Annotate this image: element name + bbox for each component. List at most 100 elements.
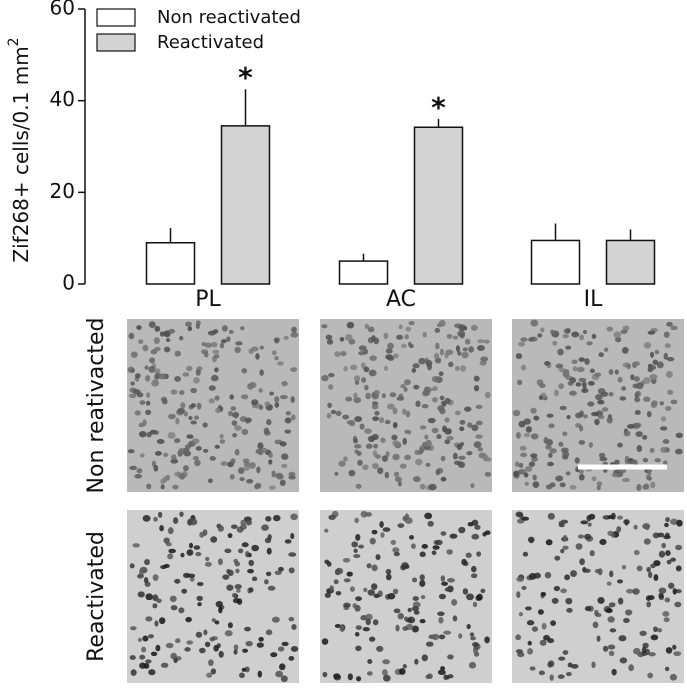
- cell-nucleus: [321, 324, 328, 329]
- cell-nucleus: [183, 572, 191, 579]
- legend-swatch: [96, 33, 136, 52]
- cell-nucleus: [229, 474, 235, 480]
- cell-nucleus: [646, 410, 652, 418]
- cell-nucleus: [452, 615, 458, 622]
- cell-nucleus: [274, 570, 282, 575]
- cell-nucleus: [234, 583, 242, 590]
- cell-nucleus: [183, 411, 188, 417]
- cell-nucleus: [665, 647, 673, 654]
- cell-nucleus: [564, 574, 571, 581]
- cell-nucleus: [432, 397, 438, 403]
- cell-nucleus: [606, 416, 613, 424]
- cell-nucleus: [324, 592, 331, 598]
- cell-nucleus: [454, 365, 460, 371]
- cell-nucleus: [565, 597, 573, 605]
- cell-nucleus: [373, 443, 379, 449]
- cell-nucleus: [458, 633, 463, 639]
- cell-nucleus: [649, 447, 655, 453]
- cell-nucleus: [229, 394, 234, 400]
- cell-nucleus: [544, 361, 551, 366]
- cell-nucleus: [355, 596, 362, 602]
- cell-nucleus: [346, 420, 354, 425]
- legend-label: Non reactivated: [157, 7, 301, 28]
- cell-nucleus: [550, 329, 555, 335]
- cell-nucleus: [288, 471, 296, 477]
- cell-nucleus: [148, 669, 156, 676]
- cell-nucleus: [458, 526, 466, 534]
- cell-nucleus: [616, 526, 622, 533]
- cell-nucleus: [244, 666, 250, 673]
- cell-nucleus: [271, 350, 277, 356]
- cell-nucleus: [578, 440, 586, 445]
- cell-nucleus: [365, 613, 373, 621]
- cell-nucleus: [290, 396, 295, 403]
- cell-nucleus: [597, 414, 605, 420]
- cell-nucleus: [366, 563, 372, 569]
- cell-nucleus: [236, 598, 243, 605]
- cell-nucleus: [649, 373, 658, 381]
- cell-nucleus: [290, 367, 298, 372]
- cell-nucleus: [636, 484, 642, 491]
- cell-nucleus: [482, 531, 487, 537]
- y-tick-label: 40: [50, 87, 75, 111]
- cell-nucleus: [217, 525, 224, 532]
- cell-nucleus: [575, 543, 583, 550]
- cell-nucleus: [234, 346, 241, 354]
- cell-nucleus: [353, 438, 358, 444]
- cell-nucleus: [355, 483, 362, 489]
- cell-nucleus: [607, 514, 614, 520]
- cell-nucleus: [153, 516, 158, 522]
- cell-nucleus: [222, 574, 230, 580]
- cell-nucleus: [634, 397, 641, 403]
- cell-nucleus: [382, 669, 388, 676]
- cell-nucleus: [279, 395, 288, 400]
- cell-nucleus: [570, 570, 577, 577]
- cell-nucleus: [559, 405, 567, 411]
- cell-nucleus: [238, 672, 245, 679]
- cell-nucleus: [139, 654, 146, 660]
- cell-nucleus: [444, 587, 452, 592]
- cell-nucleus: [620, 329, 628, 334]
- cell-nucleus: [446, 333, 453, 339]
- cell-nucleus: [156, 438, 165, 445]
- cell-nucleus: [185, 321, 192, 327]
- cell-nucleus: [461, 351, 469, 359]
- cell-nucleus: [138, 339, 144, 344]
- cell-nucleus: [155, 644, 161, 652]
- cell-nucleus: [142, 635, 149, 642]
- cell-nucleus: [579, 425, 584, 432]
- cell-nucleus: [515, 353, 523, 360]
- bar: [220, 125, 271, 285]
- cell-nucleus: [653, 574, 659, 581]
- micrograph: [127, 319, 299, 492]
- cell-nucleus: [207, 478, 213, 484]
- significance-marker: *: [431, 91, 446, 124]
- cell-nucleus: [138, 430, 147, 438]
- cell-nucleus: [415, 458, 423, 466]
- cell-nucleus: [391, 434, 398, 441]
- cell-nucleus: [144, 365, 149, 370]
- cell-nucleus: [265, 629, 273, 636]
- cell-nucleus: [365, 392, 371, 400]
- cell-nucleus: [179, 335, 184, 341]
- y-axis-label-text: Zif268+ cells/0.1 mm: [9, 46, 33, 262]
- cell-nucleus: [329, 585, 335, 592]
- cell-nucleus: [558, 521, 563, 526]
- cell-nucleus: [392, 588, 399, 595]
- cell-nucleus: [471, 533, 480, 540]
- cell-nucleus: [528, 461, 536, 467]
- cell-nucleus: [468, 661, 477, 669]
- cell-nucleus: [357, 459, 363, 466]
- cell-nucleus: [358, 351, 366, 356]
- cell-nucleus: [245, 550, 250, 558]
- cell-nucleus: [365, 618, 371, 626]
- cell-nucleus: [140, 453, 145, 458]
- cell-nucleus: [591, 411, 599, 417]
- cell-nucleus: [371, 463, 379, 470]
- cell-nucleus: [243, 465, 250, 471]
- cell-nucleus: [444, 439, 451, 445]
- cell-nucleus: [379, 520, 384, 528]
- cell-nucleus: [279, 479, 286, 486]
- cell-nucleus: [277, 646, 285, 652]
- cell-nucleus: [206, 672, 213, 678]
